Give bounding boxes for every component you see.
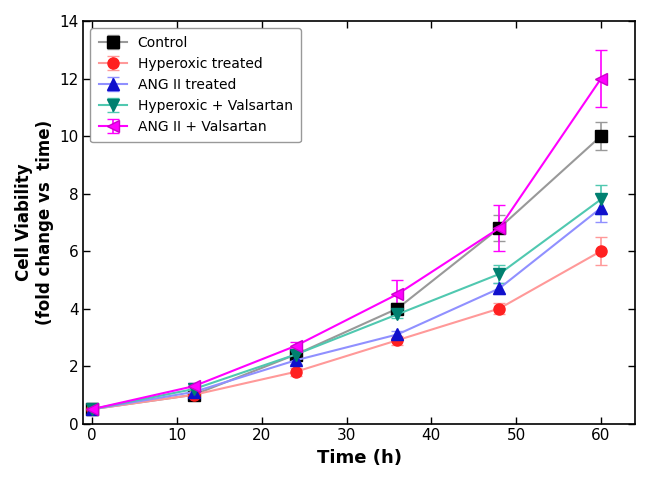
X-axis label: Time (h): Time (h) bbox=[317, 449, 402, 467]
Y-axis label: Cell Viability
(fold change vs  time): Cell Viability (fold change vs time) bbox=[15, 120, 54, 325]
Legend: Control, Hyperoxic treated, ANG II treated, Hyperoxic + Valsartan, ANG II + Vals: Control, Hyperoxic treated, ANG II treat… bbox=[90, 28, 301, 142]
